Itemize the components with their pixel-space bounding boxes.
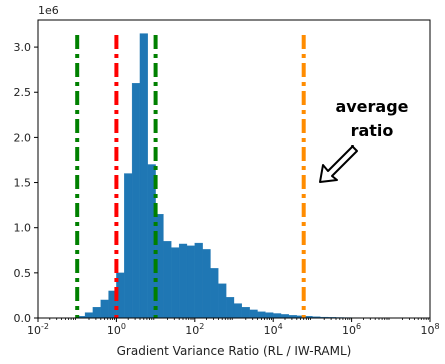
histogram-bar	[234, 304, 242, 318]
x-axis-label: Gradient Variance Ratio (RL / IW-RAML)	[117, 344, 352, 358]
histogram-bar	[101, 300, 109, 318]
histogram-bar	[179, 244, 187, 318]
average-ratio-annotation: average ratio	[320, 97, 409, 182]
y-tick-label: 2.0	[14, 131, 32, 144]
histogram-bar	[163, 241, 171, 318]
annotation-text-ratio: ratio	[351, 121, 394, 140]
histogram-bar	[210, 268, 218, 318]
x-tick-label: 100	[107, 322, 126, 337]
histogram-bar	[85, 313, 93, 318]
x-tick-label: 106	[342, 322, 361, 337]
x-tick-label: 10-2	[27, 322, 49, 337]
histogram-bar	[258, 312, 266, 318]
histogram-bar	[124, 174, 132, 318]
y-tick-label: 1.5	[14, 177, 32, 190]
annotation-text-average: average	[335, 97, 408, 116]
histogram-bar	[226, 297, 234, 318]
y-tick-label: 2.5	[14, 86, 32, 99]
histogram-bar	[140, 34, 148, 318]
histogram-bar	[250, 310, 258, 318]
y-tick-label: 3.0	[14, 41, 32, 54]
x-axis: 10-2 100 102 104 106 108	[27, 318, 440, 337]
histogram-bar	[195, 243, 203, 318]
histogram-bar	[281, 314, 289, 318]
x-tick-label: 104	[264, 322, 283, 337]
y-axis-multiplier: 1e6	[38, 4, 59, 17]
histogram-bar	[187, 246, 195, 318]
histogram-bar	[93, 307, 101, 318]
y-tick-label: 1.0	[14, 222, 32, 235]
x-tick-label: 108	[420, 322, 439, 337]
histogram-bar	[265, 313, 273, 318]
plot-frame	[38, 20, 430, 318]
annotation-arrow-icon	[320, 146, 357, 182]
x-tick-label: 102	[185, 322, 204, 337]
histogram-bar	[171, 248, 179, 318]
histogram-bar	[242, 307, 250, 318]
bars-layer	[77, 34, 422, 318]
histogram-bar	[273, 313, 281, 318]
histogram-bar	[203, 249, 211, 318]
y-axis: 0.00.51.01.52.02.53.0	[14, 41, 39, 325]
histogram-bar	[132, 83, 140, 318]
histogram-bar	[218, 284, 226, 318]
y-tick-label: 0.5	[14, 267, 32, 280]
